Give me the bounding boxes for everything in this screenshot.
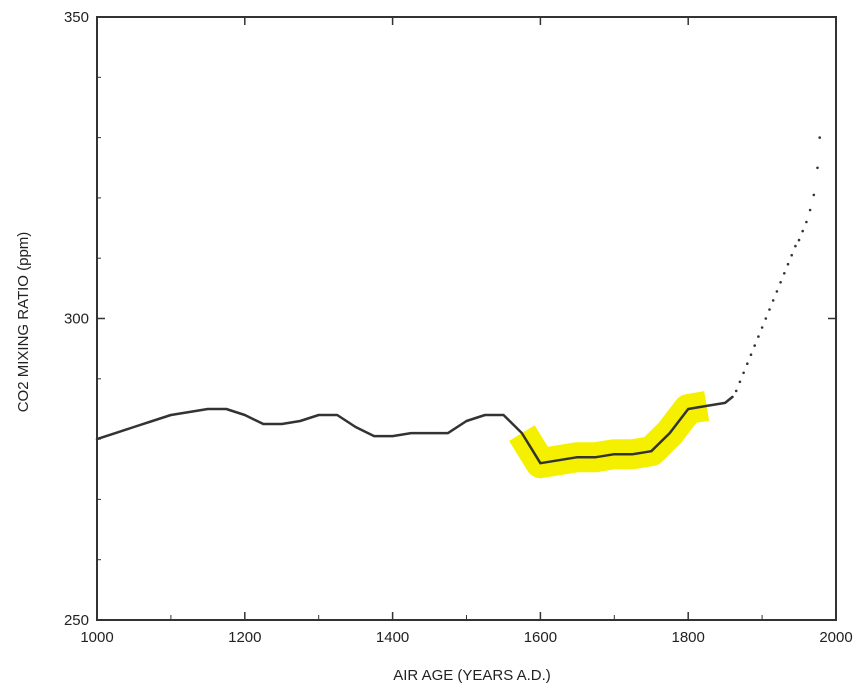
co2-data-point — [760, 326, 764, 329]
co2-data-point — [786, 262, 790, 266]
co2-data-point — [783, 272, 786, 275]
co2-data-point — [738, 380, 742, 384]
co2-data-point — [779, 281, 782, 284]
x-tick-label: 1400 — [376, 629, 409, 646]
x-tick-label: 1800 — [672, 629, 705, 646]
series-layer — [95, 136, 821, 465]
y-axis-label: CO2 MIXING RATIO (ppm) — [15, 232, 32, 413]
co2-data-point — [805, 220, 808, 224]
labels-layer: AIR AGE (YEARS A.D.) CO2 MIXING RATIO (p… — [15, 9, 853, 684]
co2-data-point — [764, 317, 768, 320]
co2-data-point — [768, 308, 771, 311]
co2-data-point — [753, 344, 756, 347]
co2-data-point — [775, 290, 779, 293]
co2-data-point — [818, 136, 821, 139]
co2-data-point — [734, 389, 738, 393]
x-tick-label: 2000 — [819, 629, 852, 646]
co2-data-point — [757, 335, 760, 338]
x-tick-label: 1000 — [80, 629, 113, 646]
co2-data-point — [771, 299, 775, 302]
co2-data-point — [801, 229, 804, 233]
co2-line — [95, 395, 734, 465]
co2-data-point — [816, 166, 819, 170]
co2-data-point — [808, 208, 812, 212]
y-tick-label: 350 — [64, 9, 89, 26]
y-tick-label: 300 — [64, 311, 89, 328]
co2-data-point — [749, 353, 753, 357]
co2-data-point — [797, 238, 801, 242]
co2-data-point — [794, 244, 797, 248]
x-tick-label: 1200 — [228, 629, 261, 646]
x-tick-label: 1600 — [524, 629, 557, 646]
plot-frame — [96, 16, 837, 621]
tick-marks-layer — [96, 16, 837, 621]
x-axis-label: AIR AGE (YEARS A.D.) — [393, 667, 551, 684]
co2-data-point — [812, 193, 816, 197]
co2-data-point — [742, 371, 745, 375]
co2-data-point — [746, 362, 749, 366]
co2-data-point — [790, 253, 793, 257]
y-tick-label: 250 — [64, 612, 89, 629]
